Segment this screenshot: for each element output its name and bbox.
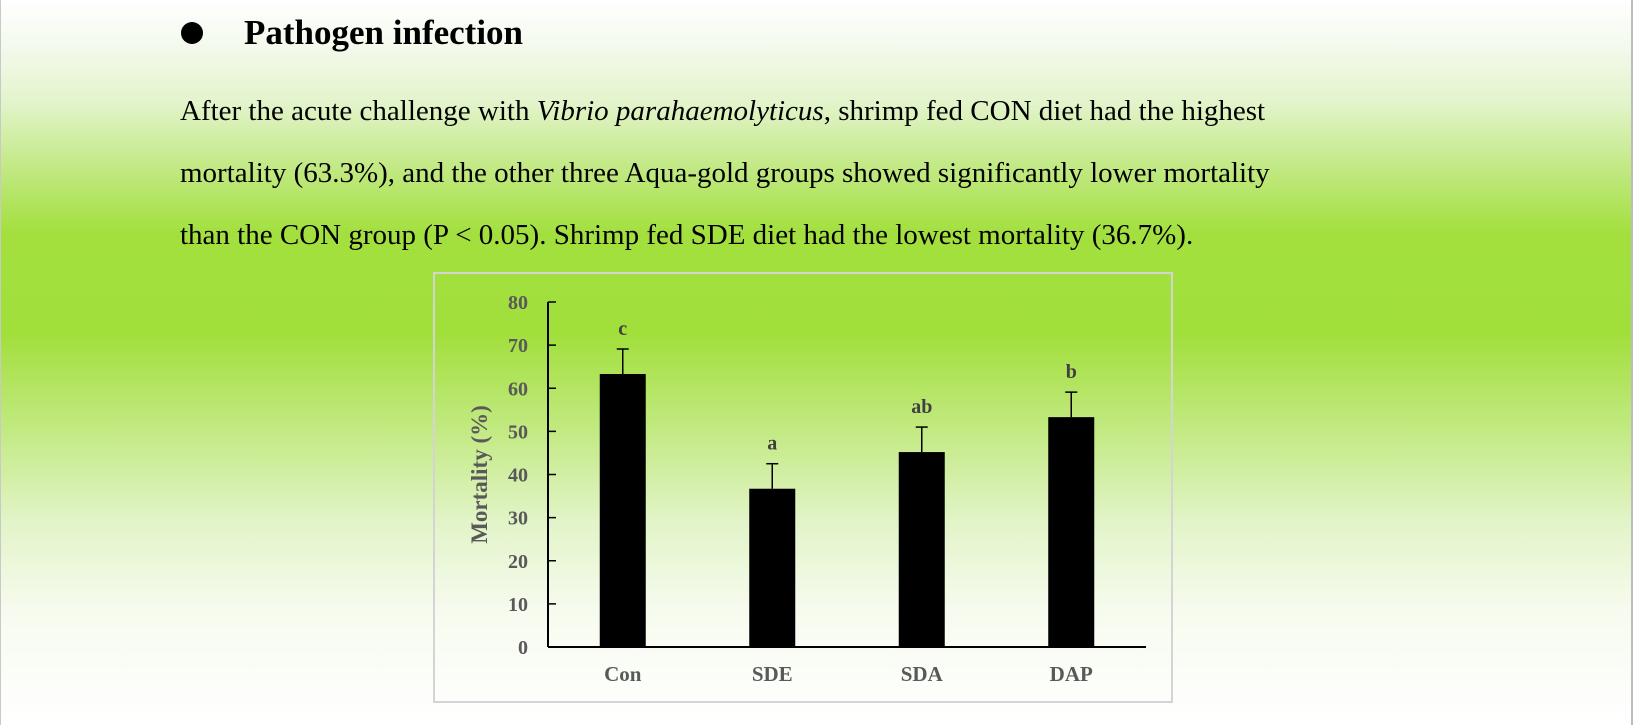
paragraph-line-1: After the acute challenge with Vibrio pa… <box>180 80 1440 142</box>
slide-left-border <box>0 0 1 725</box>
pathogen-name: Vibrio parahaemolyticus <box>536 95 824 127</box>
y-axis-title: Mortality (%) <box>467 405 492 544</box>
paragraph-line-1-end: , shrimp fed CON diet had the highest <box>823 95 1266 127</box>
category-label-sde: SDE <box>752 662 793 686</box>
significance-label-con: c <box>618 318 627 340</box>
y-tick-label: 0 <box>518 637 528 659</box>
y-tick-label: 10 <box>508 594 528 616</box>
y-tick-label: 50 <box>508 421 528 443</box>
paragraph-line-2: mortality (63.3%), and the other three A… <box>180 157 1270 189</box>
bar-sde <box>749 488 796 647</box>
slide-right-border <box>1631 0 1633 725</box>
mortality-bar-chart: 0 10 20 30 40 50 60 70 80 Mortality (%) c Con a SDE ab… <box>467 292 1146 686</box>
y-tick-label: 60 <box>508 378 528 400</box>
significance-label-sda: ab <box>911 396 932 418</box>
significance-label-dap: b <box>1066 361 1077 383</box>
bar-con <box>599 374 646 647</box>
description-paragraph: After the acute challenge with Vibrio pa… <box>180 80 1440 266</box>
paragraph-line-3: than the CON group (P < 0.05). Shrimp fe… <box>180 219 1194 251</box>
category-label-sda: SDA <box>901 662 944 686</box>
category-label-con: Con <box>604 662 642 686</box>
y-tick-label: 20 <box>508 551 528 573</box>
section-heading: Pathogen infection <box>181 8 523 58</box>
category-label-dap: DAP <box>1050 662 1093 686</box>
y-tick-label: 40 <box>508 465 528 487</box>
heading-title: Pathogen infection <box>244 13 524 52</box>
y-tick-label: 80 <box>508 292 528 314</box>
paragraph-line-1-start: After the acute challenge with <box>180 95 537 127</box>
bar-dap <box>1048 417 1095 647</box>
chart-frame: 0 10 20 30 40 50 60 70 80 Mortality (%) c Con a SDE ab… <box>433 272 1173 703</box>
significance-label-sde: a <box>767 433 777 455</box>
y-tick-label: 70 <box>508 335 528 357</box>
bar-sda <box>898 452 945 647</box>
y-tick-label: 30 <box>508 508 528 530</box>
filled-circle-bullet-icon <box>181 22 203 44</box>
